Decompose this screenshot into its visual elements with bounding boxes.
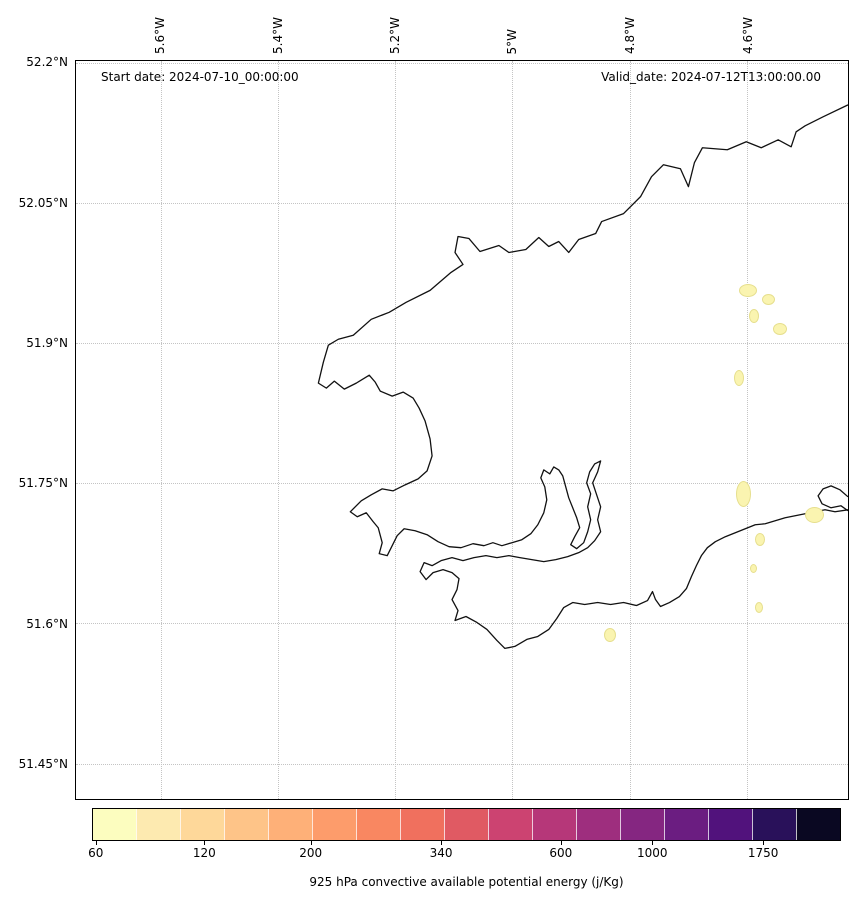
colorbar-tick-mark bbox=[204, 841, 206, 845]
cape-patch bbox=[749, 309, 759, 323]
gridline-vertical bbox=[394, 61, 396, 799]
colorbar-tick-mark bbox=[652, 841, 654, 845]
x-tick-label: 5°W bbox=[505, 28, 520, 55]
cape-patch bbox=[735, 481, 751, 507]
colorbar bbox=[92, 808, 841, 841]
y-tick-label: 51.45°N bbox=[18, 757, 68, 772]
colorbar-segment bbox=[356, 809, 400, 840]
gridline-vertical bbox=[629, 61, 631, 799]
colorbar-segment bbox=[488, 809, 532, 840]
coastline-path bbox=[817, 485, 848, 512]
gridline-horizontal bbox=[76, 623, 848, 625]
colorbar-tick-mark bbox=[441, 841, 443, 845]
top-axis-labels: 5.6°W 5.4°W 5.2°W 5°W 4.8°W 4.6°W bbox=[0, 0, 859, 60]
y-tick-label: 52.2°N bbox=[26, 55, 68, 70]
gridline-layer bbox=[76, 61, 848, 799]
colorbar-segment bbox=[708, 809, 752, 840]
colorbar-tick-label: 200 bbox=[299, 846, 323, 860]
colorbar-tick-label: 600 bbox=[549, 846, 573, 860]
gridline-horizontal bbox=[76, 63, 848, 65]
gridline-horizontal bbox=[76, 342, 848, 344]
gridline-vertical bbox=[160, 61, 162, 799]
colorbar-tick-mark bbox=[95, 841, 97, 845]
colorbar-segment bbox=[93, 809, 136, 840]
colorbar-segment bbox=[796, 809, 840, 840]
y-tick-label: 51.9°N bbox=[26, 335, 68, 350]
y-tick-label: 51.6°N bbox=[26, 616, 68, 631]
cape-patch bbox=[804, 507, 824, 523]
colorbar-tick-mark bbox=[560, 841, 562, 845]
cape-patch bbox=[755, 601, 763, 613]
gridline-horizontal bbox=[76, 483, 848, 485]
x-tick-label: 4.8°W bbox=[622, 17, 637, 54]
gridline-vertical bbox=[746, 61, 748, 799]
colorbar-tick-label: 340 bbox=[429, 846, 453, 860]
x-tick-label: 4.6°W bbox=[740, 17, 755, 54]
cape-patch bbox=[755, 532, 765, 546]
colorbar-tick-label: 1000 bbox=[636, 846, 668, 860]
colorbar-segment bbox=[664, 809, 708, 840]
colorbar-segment bbox=[400, 809, 444, 840]
x-tick-label: 5.6°W bbox=[153, 17, 168, 54]
colorbar-ticks: 60 120 200 340 600 1000 1750 bbox=[88, 841, 841, 863]
coastline-path bbox=[317, 104, 848, 650]
colorbar-segment bbox=[136, 809, 180, 840]
cape-patch bbox=[749, 563, 757, 573]
y-tick-label: 52.05°N bbox=[18, 195, 68, 210]
colorbar-tick-label: 1750 bbox=[747, 846, 779, 860]
colorbar-tick-label: 60 bbox=[88, 846, 104, 860]
x-tick-label: 5.4°W bbox=[270, 17, 285, 54]
colorbar-tick-mark bbox=[310, 841, 312, 845]
cape-patch bbox=[734, 370, 744, 386]
plot-area: Start date: 2024-07-10_00:00:00 Valid_da… bbox=[75, 60, 849, 800]
colorbar-segment bbox=[532, 809, 576, 840]
start-date-annotation: Start date: 2024-07-10_00:00:00 bbox=[101, 70, 299, 84]
colorbar-label: 925 hPa convective available potential e… bbox=[309, 875, 624, 889]
cape-patch bbox=[773, 323, 787, 335]
cape-patch bbox=[739, 283, 757, 297]
colorbar-tick-mark bbox=[763, 841, 765, 845]
colorbar-segment bbox=[752, 809, 796, 840]
colorbar-segment bbox=[312, 809, 356, 840]
gridline-vertical bbox=[278, 61, 280, 799]
gridline-horizontal bbox=[76, 203, 848, 205]
gridline-horizontal bbox=[76, 763, 848, 765]
cape-patch-layer bbox=[76, 61, 848, 799]
y-tick-label: 51.75°N bbox=[18, 476, 68, 491]
gridline-vertical bbox=[512, 61, 514, 799]
colorbar-segment bbox=[268, 809, 312, 840]
coastline-svg bbox=[317, 104, 848, 650]
cape-patch bbox=[761, 293, 775, 305]
colorbar-segment bbox=[444, 809, 488, 840]
colorbar-segment bbox=[620, 809, 664, 840]
colorbar-segment bbox=[224, 809, 268, 840]
valid-date-annotation: Valid_date: 2024-07-12T13:00:00.00 bbox=[601, 70, 821, 84]
colorbar-tick-label: 120 bbox=[192, 846, 216, 860]
x-tick-label: 5.2°W bbox=[387, 17, 402, 54]
colorbar-segment bbox=[576, 809, 620, 840]
colorbar-segment bbox=[180, 809, 224, 840]
left-axis-labels: 52.2°N 52.05°N 51.9°N 51.75°N 51.6°N 51.45°N bbox=[0, 0, 75, 907]
cape-patch bbox=[604, 628, 616, 642]
